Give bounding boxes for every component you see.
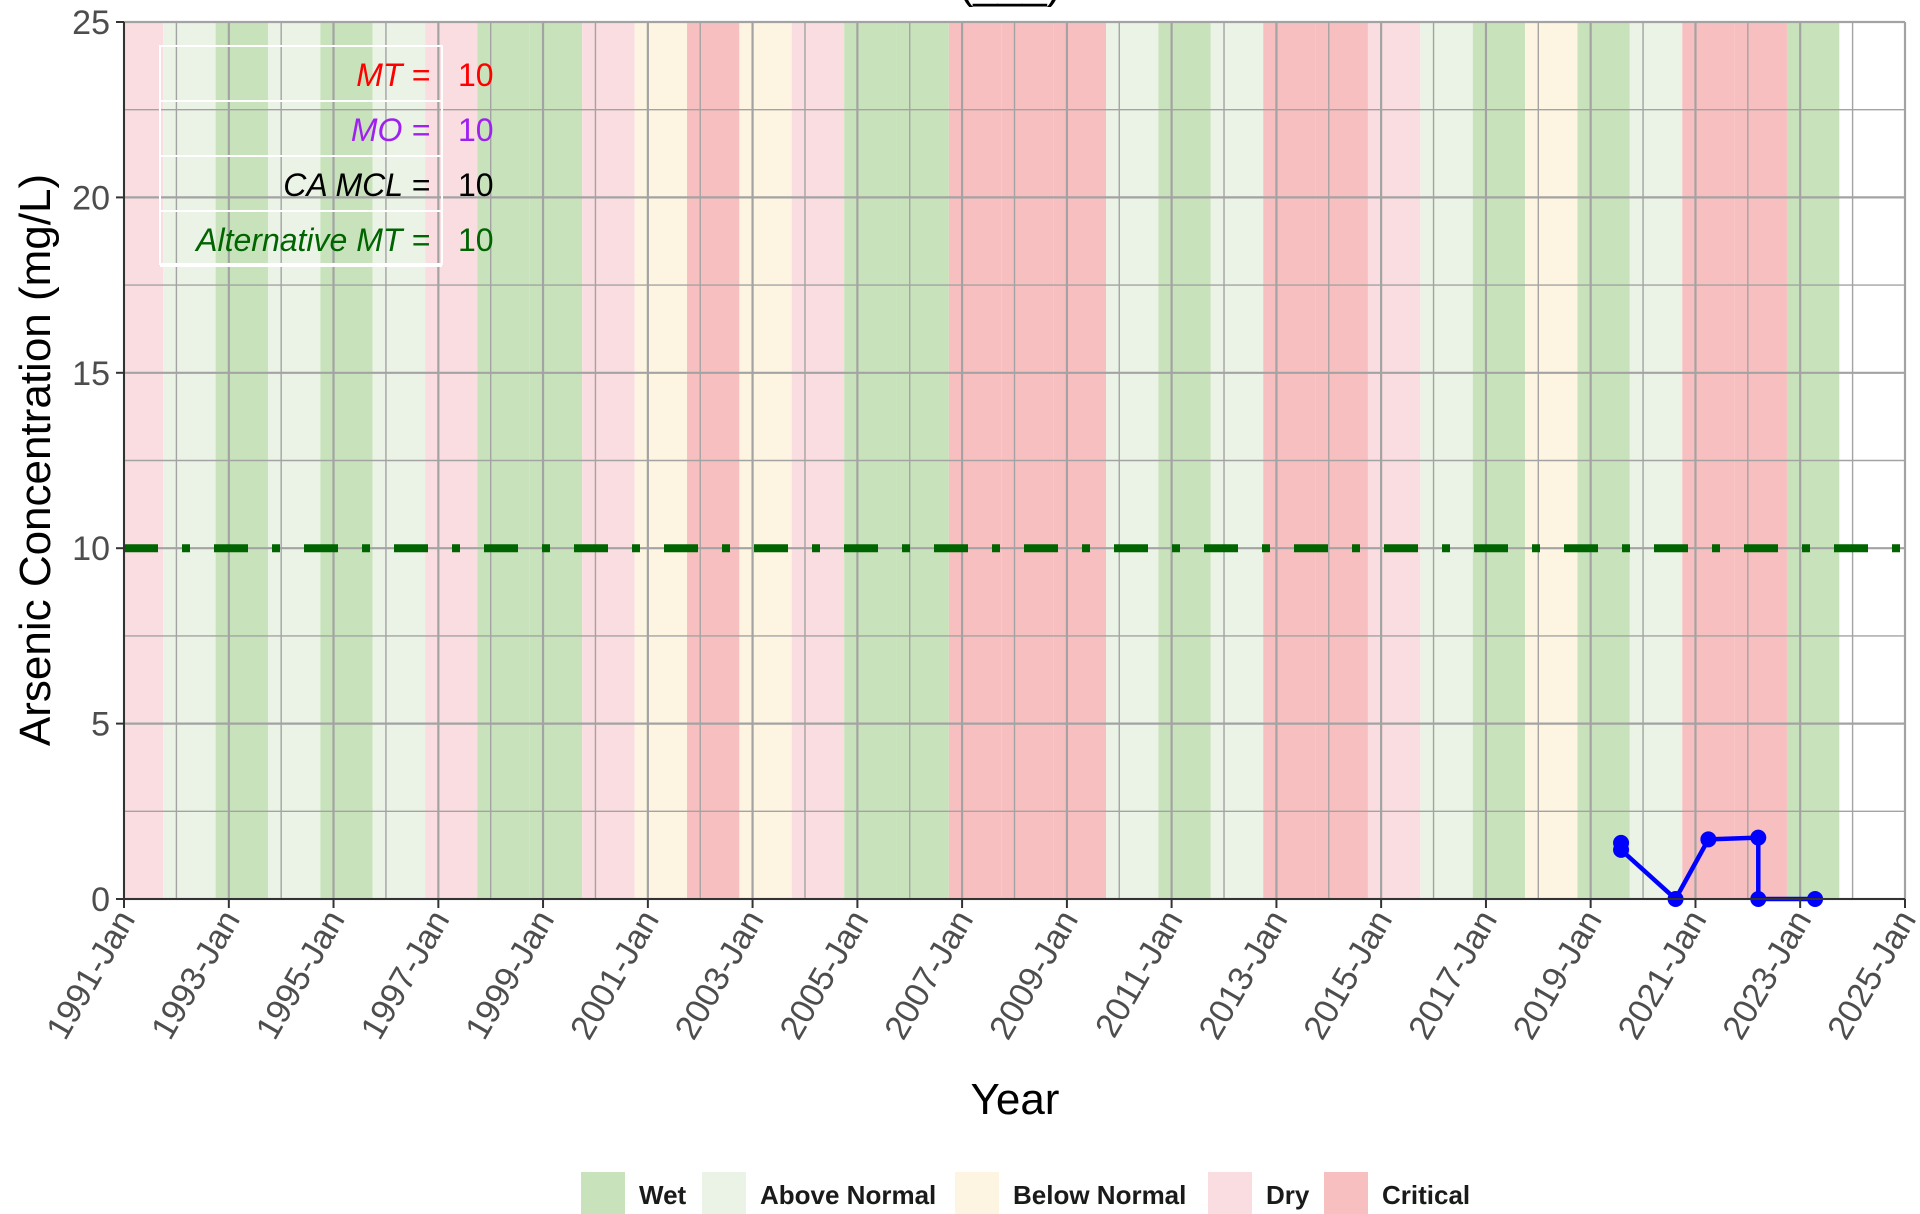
x-tick-label: 2003-Jan	[668, 904, 772, 1046]
x-tick-label: 1995-Jan	[249, 904, 353, 1046]
legend-label: Dry	[1266, 1180, 1310, 1210]
x-tick-label: 2009-Jan	[982, 904, 1086, 1046]
y-axis-title: Arsenic Concentration (mg/L)	[11, 174, 60, 746]
threshold-label: MT =	[356, 57, 430, 93]
x-axis-title: Year	[971, 1075, 1060, 1124]
y-tick-label: 20	[72, 179, 110, 217]
x-tick-label: 1993-Jan	[144, 904, 248, 1046]
data-point	[1613, 841, 1630, 858]
x-axis: 1991-Jan 1993-Jan 1995-Jan 1997-Jan 1999-Jan…	[39, 898, 1920, 1046]
x-tick-label: 2013-Jan	[1192, 904, 1296, 1046]
data-point	[1750, 829, 1767, 846]
x-tick-label: 1999-Jan	[458, 904, 562, 1046]
threshold-label: MO =	[351, 112, 430, 148]
threshold-value: 10	[458, 57, 494, 93]
threshold-annotation: MT = 10 MO = 10 CA MCL = 10 Alternative MT = 10	[159, 45, 494, 267]
y-axis: 0 5 10 15 20 25	[72, 4, 125, 919]
y-tick-label: 15	[72, 355, 110, 393]
x-tick-label: 2023-Jan	[1715, 904, 1819, 1046]
threshold-value: 10	[458, 167, 494, 203]
chart-title: (___)	[959, 0, 1062, 8]
x-tick-label: 1991-Jan	[39, 904, 143, 1046]
legend-swatch	[581, 1172, 625, 1214]
x-tick-label: 1997-Jan	[353, 904, 457, 1046]
legend: Wet Above Normal Below Normal Dry Critical	[581, 1172, 1470, 1214]
y-tick-label: 25	[72, 4, 110, 42]
x-tick-label: 2019-Jan	[1506, 904, 1610, 1046]
legend-swatch	[702, 1172, 746, 1214]
plot-panel: MT = 10 MO = 10 CA MCL = 10 Alternative MT = 10	[122, 20, 1907, 907]
x-tick-label: 2015-Jan	[1296, 904, 1400, 1046]
x-tick-label: 2001-Jan	[563, 904, 667, 1046]
y-tick-label: 5	[91, 706, 110, 744]
x-tick-label: 2017-Jan	[1401, 904, 1505, 1046]
legend-swatch	[955, 1172, 999, 1214]
x-tick-label: 2011-Jan	[1088, 904, 1191, 1044]
data-point	[1700, 831, 1717, 848]
y-tick-label: 10	[72, 530, 110, 568]
legend-label: Wet	[639, 1180, 687, 1210]
x-tick-label: 2005-Jan	[773, 904, 877, 1046]
threshold-label: Alternative MT =	[194, 222, 430, 258]
threshold-label: CA MCL =	[283, 167, 430, 203]
legend-swatch	[1324, 1172, 1368, 1214]
y-tick-label: 0	[91, 881, 110, 919]
x-tick-label: 2025-Jan	[1820, 904, 1920, 1046]
legend-label: Below Normal	[1013, 1180, 1186, 1210]
legend-swatch	[1208, 1172, 1252, 1214]
legend-label: Critical	[1382, 1180, 1470, 1210]
threshold-value: 10	[458, 222, 494, 258]
threshold-value: 10	[458, 112, 494, 148]
x-tick-label: 2007-Jan	[877, 904, 981, 1046]
legend-label: Above Normal	[760, 1180, 936, 1210]
x-tick-label: 2021-Jan	[1611, 904, 1715, 1046]
